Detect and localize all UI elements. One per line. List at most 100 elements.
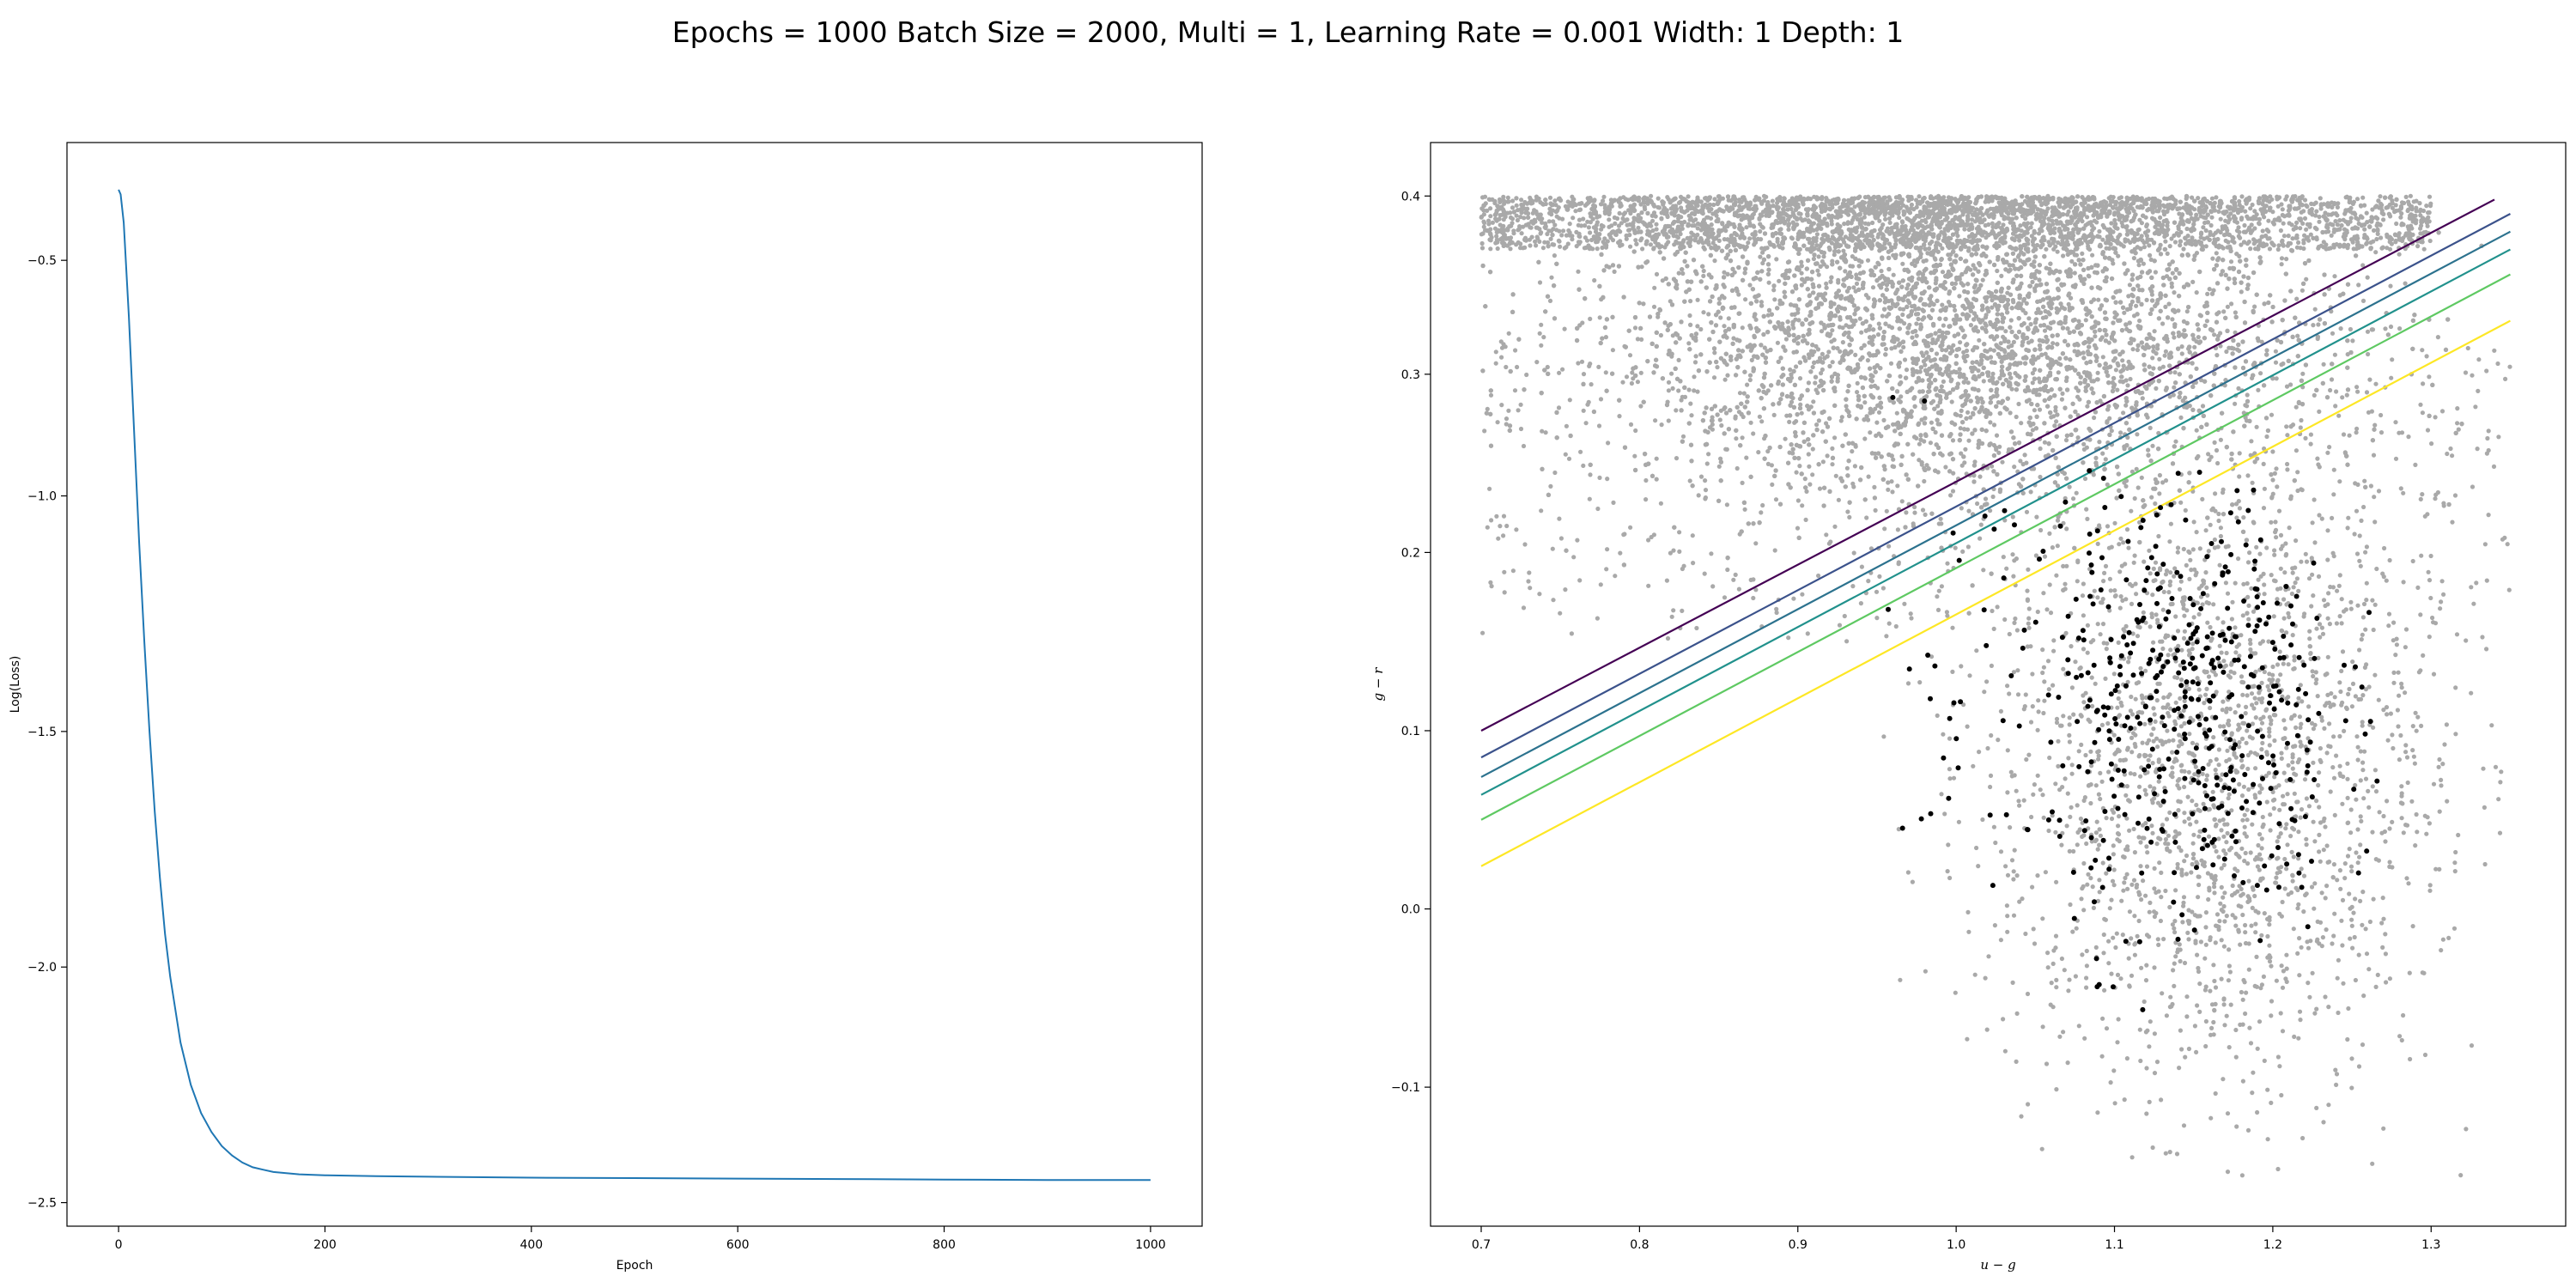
gray-scatter-point: [2365, 275, 2370, 280]
gray-scatter-point: [1898, 307, 1903, 312]
gray-scatter-point: [2063, 378, 2069, 384]
gray-scatter-point: [1751, 431, 1756, 436]
gray-scatter-point: [2160, 364, 2166, 369]
gray-scatter-point: [2164, 386, 2169, 391]
gray-scatter-point: [2325, 450, 2330, 455]
gray-scatter-point: [1639, 337, 1644, 342]
gray-scatter-point: [2018, 361, 2023, 366]
gray-scatter-point: [1960, 312, 1965, 317]
gray-scatter-point: [1937, 329, 1942, 334]
gray-scatter-point: [1737, 391, 1743, 396]
gray-scatter-point: [1756, 450, 1761, 455]
gray-scatter-point: [2208, 209, 2214, 214]
gray-scatter-point: [1760, 502, 1765, 508]
gray-scatter-point: [2155, 346, 2160, 351]
gray-scatter-point: [1741, 391, 1747, 396]
gray-scatter-point: [1923, 512, 1928, 518]
gray-scatter-point: [1940, 302, 1945, 307]
gray-scatter-point: [2116, 362, 2121, 368]
gray-scatter-point: [2060, 391, 2065, 396]
gray-scatter-point: [1722, 237, 1727, 242]
gray-scatter-point: [1765, 461, 1771, 467]
gray-scatter-point: [1810, 364, 1815, 370]
gray-scatter-point: [2036, 376, 2042, 381]
gray-scatter-point: [1581, 463, 1586, 469]
gray-scatter-point: [1884, 508, 1889, 513]
gray-scatter-point: [1795, 498, 1801, 503]
gray-scatter-point: [1749, 357, 1754, 362]
gray-scatter-point: [1698, 326, 1704, 332]
gray-scatter-point: [1688, 299, 1693, 304]
gray-scatter-point: [1710, 415, 1715, 420]
loss-plot: 0 200 400 600 800 1000−2.5−2.0−1.5−1.0−0.5 Ep…: [9, 142, 1203, 1273]
gray-scatter-point: [1959, 451, 1964, 456]
gray-scatter-point: [1984, 313, 1989, 318]
gray-scatter-point: [2014, 414, 2019, 420]
gray-scatter-point: [2312, 307, 2318, 312]
gray-scatter-point: [2340, 395, 2345, 400]
gray-scatter-point: [2294, 296, 2300, 301]
gray-scatter-point: [2245, 392, 2250, 398]
gray-scatter-point: [1744, 455, 1749, 460]
gray-scatter-point: [2076, 319, 2081, 324]
gray-scatter-point: [1794, 470, 1799, 475]
gray-scatter-point: [1923, 362, 1928, 368]
gray-scatter-point: [1820, 367, 1825, 373]
gray-scatter-point: [2103, 457, 2108, 462]
gray-scatter-point: [1783, 337, 1789, 342]
gray-scatter-point: [1914, 321, 1919, 326]
gray-scatter-point: [1965, 410, 1971, 415]
gray-scatter-point: [1978, 522, 1984, 527]
gray-scatter-point: [1589, 382, 1594, 387]
gray-scatter-point: [1995, 268, 2000, 274]
gray-scatter-point: [1958, 413, 1963, 418]
gray-scatter-point: [1902, 357, 1908, 362]
gray-scatter-point: [1968, 323, 1973, 328]
gray-scatter-point: [1889, 346, 1894, 351]
gray-scatter-point: [1895, 287, 1900, 292]
gray-scatter-point: [2388, 324, 2394, 330]
gray-scatter-point: [2003, 329, 2008, 334]
gray-scatter-point: [1506, 408, 1511, 413]
gray-scatter-point: [1848, 264, 1853, 269]
gray-scatter-point: [1718, 315, 1723, 320]
gray-scatter-point: [1799, 259, 1804, 264]
gray-scatter-point: [2032, 264, 2037, 269]
gray-scatter-point: [1881, 417, 1886, 422]
gray-scatter-point: [2134, 466, 2139, 471]
gray-scatter-point: [1901, 298, 1906, 303]
gray-scatter-point: [1779, 392, 1785, 398]
gray-scatter-point: [1949, 399, 1954, 404]
gray-scatter-point: [1718, 456, 1723, 461]
gray-scatter-point: [1835, 346, 1840, 351]
gray-scatter-point: [1826, 349, 1832, 355]
gray-scatter-point: [1797, 464, 1802, 469]
gray-scatter-point: [1838, 418, 1844, 423]
gray-scatter-point: [2211, 288, 2216, 293]
gray-scatter-point: [1912, 504, 1917, 510]
gray-scatter-point: [2083, 318, 2088, 323]
gray-scatter-point: [1898, 374, 1903, 379]
gray-scatter-point: [1928, 440, 1933, 446]
gray-scatter-point: [1588, 316, 1593, 321]
gray-scatter-point: [1933, 429, 1938, 435]
gray-scatter-point: [1820, 351, 1825, 356]
gray-scatter-point: [2030, 279, 2035, 284]
gray-scatter-point: [1914, 333, 1919, 338]
gray-scatter-point: [1830, 446, 1835, 452]
gray-scatter-point: [1800, 503, 1805, 508]
gray-scatter-point: [1564, 423, 1569, 428]
loss-plot-ytick-label: −1.0: [27, 490, 57, 504]
gray-scatter-point: [1583, 421, 1589, 426]
gray-scatter-point: [1934, 351, 1940, 356]
gray-scatter-point: [2126, 294, 2131, 299]
gray-scatter-point: [2169, 281, 2174, 286]
gray-scatter-point: [1518, 426, 1524, 432]
gray-scatter-point: [1624, 374, 1630, 380]
loss-plot-frame: [66, 142, 1203, 1227]
gray-scatter-point: [2219, 272, 2224, 277]
gray-scatter-point: [2008, 318, 2014, 323]
gray-scatter-point: [1726, 316, 1731, 321]
gray-scatter-point: [1669, 371, 1674, 376]
gray-scatter-point: [1866, 474, 1871, 479]
